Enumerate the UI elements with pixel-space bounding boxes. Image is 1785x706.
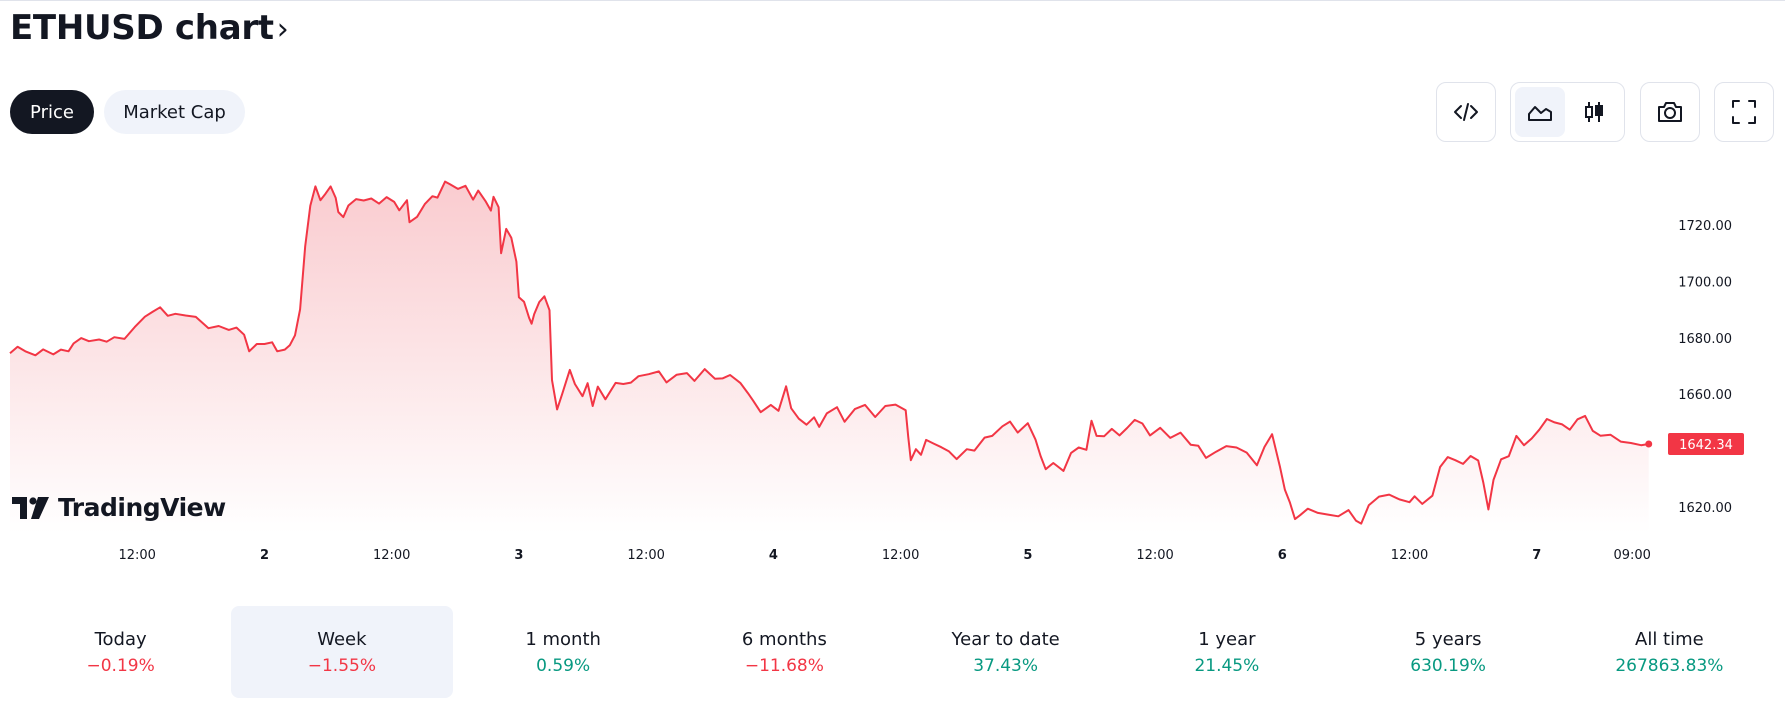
x-axis-tick-label: 09:00 bbox=[1613, 548, 1650, 563]
chart-type-toggle bbox=[1510, 82, 1625, 142]
period-6-months[interactable]: 6 months −11.68% bbox=[674, 606, 895, 698]
period-year-to-date[interactable]: Year to date 37.43% bbox=[895, 606, 1116, 698]
period-label: 1 month bbox=[525, 628, 601, 650]
period-change: −11.68% bbox=[744, 655, 824, 676]
tradingview-logo[interactable]: TradingView bbox=[12, 493, 226, 522]
area-chart-icon bbox=[1528, 106, 1552, 121]
fullscreen-button[interactable] bbox=[1714, 82, 1774, 142]
x-axis-tick-label: 3 bbox=[514, 548, 523, 563]
x-axis-tick-label: 12:00 bbox=[882, 548, 919, 563]
price-area-fill bbox=[10, 181, 1649, 533]
y-axis-tick-label: 1700.00 bbox=[1678, 275, 1732, 290]
tab-price-label: Price bbox=[30, 101, 74, 123]
period-label: Year to date bbox=[951, 628, 1060, 650]
last-price-label-bg bbox=[1668, 433, 1744, 456]
x-axis-tick-label: 5 bbox=[1023, 548, 1032, 563]
tab-market-cap-label: Market Cap bbox=[123, 101, 226, 123]
tradingview-logo-text: TradingView bbox=[58, 493, 226, 522]
performance-periods: Today −0.19% Week −1.55% 1 month 0.59% 6… bbox=[10, 606, 1780, 698]
x-axis-tick-label: 2 bbox=[260, 548, 269, 563]
period-change: −0.19% bbox=[86, 655, 155, 676]
page-title[interactable]: ETHUSD chart › bbox=[10, 8, 289, 48]
period-all-time[interactable]: All time 267863.83% bbox=[1559, 606, 1780, 698]
period-label: Today bbox=[94, 628, 147, 650]
period-label: 6 months bbox=[741, 628, 827, 650]
period-change: 267863.83% bbox=[1615, 655, 1724, 676]
period-1-month[interactable]: 1 month 0.59% bbox=[453, 606, 674, 698]
x-axis-tick-label: 12:00 bbox=[1136, 548, 1173, 563]
period-5-years[interactable]: 5 years 630.19% bbox=[1338, 606, 1559, 698]
period-label: 1 year bbox=[1198, 628, 1256, 650]
x-axis-tick-label: 12:00 bbox=[1391, 548, 1428, 563]
candlestick-button[interactable] bbox=[1569, 87, 1619, 137]
tradingview-logo-icon bbox=[12, 496, 49, 519]
period-change: −1.55% bbox=[307, 655, 376, 676]
period-today[interactable]: Today −0.19% bbox=[10, 606, 231, 698]
top-border bbox=[0, 0, 1785, 1]
period-change: 0.59% bbox=[536, 655, 591, 676]
tab-market-cap[interactable]: Market Cap bbox=[104, 90, 245, 134]
price-chart[interactable]: 1720.00 1700.00 1680.00 1660.00 1620.00 12:0… bbox=[0, 150, 1785, 570]
chevron-right-icon: › bbox=[276, 12, 289, 47]
fullscreen-icon bbox=[1732, 100, 1756, 124]
y-axis-tick-label: 1720.00 bbox=[1678, 219, 1732, 234]
period-change: 21.45% bbox=[1194, 655, 1260, 676]
price-series-line bbox=[9, 180, 1649, 525]
period-change: 630.19% bbox=[1410, 655, 1486, 676]
candlestick-icon bbox=[1585, 102, 1603, 122]
tab-price[interactable]: Price bbox=[10, 90, 94, 134]
area-chart-button[interactable] bbox=[1515, 87, 1565, 137]
period-label: All time bbox=[1635, 628, 1704, 650]
code-icon bbox=[1454, 103, 1478, 121]
page-title-text: ETHUSD chart bbox=[10, 8, 274, 48]
camera-icon bbox=[1658, 102, 1682, 122]
x-axis-tick-label: 12:00 bbox=[627, 548, 664, 563]
screenshot-button[interactable] bbox=[1640, 82, 1700, 142]
period-1-year[interactable]: 1 year 21.45% bbox=[1116, 606, 1337, 698]
x-axis-tick-label: 12:00 bbox=[373, 548, 410, 563]
y-axis-tick-label: 1620.00 bbox=[1678, 501, 1732, 516]
x-axis-tick-label: 4 bbox=[769, 548, 778, 563]
embed-button[interactable] bbox=[1436, 82, 1496, 142]
x-axis-tick-label: 7 bbox=[1532, 548, 1541, 563]
last-price-dot bbox=[1645, 440, 1653, 448]
period-label: 5 years bbox=[1414, 628, 1482, 650]
y-axis-tick-label: 1680.00 bbox=[1678, 332, 1732, 347]
period-change: 37.43% bbox=[973, 655, 1039, 676]
x-axis-tick-label: 6 bbox=[1278, 548, 1287, 563]
price-chart-svg: 1720.00 1700.00 1680.00 1660.00 1620.00 12:0… bbox=[9, 180, 1744, 563]
period-week[interactable]: Week −1.55% bbox=[231, 606, 453, 698]
x-axis-tick-label: 12:00 bbox=[118, 548, 155, 563]
last-price-label: 1642.34 bbox=[1679, 438, 1733, 453]
y-axis-tick-label: 1660.00 bbox=[1678, 388, 1732, 403]
period-label: Week bbox=[317, 628, 367, 650]
